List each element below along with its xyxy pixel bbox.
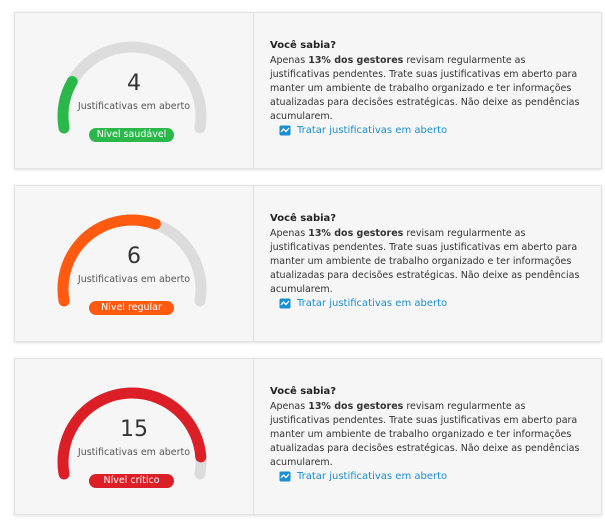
tip-title: Você sabia? bbox=[270, 386, 337, 397]
tip-bold: 13% dos gestores bbox=[308, 401, 404, 412]
level-badge: Nível crítico bbox=[89, 474, 174, 488]
gauge bbox=[57, 387, 207, 480]
tip-text: Apenas 13% dos gestores revisam regularm… bbox=[270, 54, 585, 124]
tip-prefix: Apenas bbox=[270, 401, 306, 412]
action-link[interactable]: Tratar justificativas em aberto bbox=[279, 125, 447, 136]
gauge-fill bbox=[57, 41, 207, 134]
divider bbox=[253, 359, 254, 514]
gauge-fill bbox=[57, 214, 207, 307]
tip-prefix: Apenas bbox=[270, 55, 306, 66]
count-caption: Justificativas em aberto bbox=[77, 274, 191, 285]
tip-rest: revisam regularmente as justificativas p… bbox=[270, 228, 580, 295]
tip-text: Apenas 13% dos gestores revisam regularm… bbox=[270, 227, 585, 297]
gauge bbox=[57, 41, 207, 134]
card: 4 Justificativas em aberto Nível saudáve… bbox=[14, 12, 602, 169]
tip-title: Você sabia? bbox=[270, 40, 337, 51]
gauge-fill bbox=[57, 387, 207, 480]
count-caption: Justificativas em aberto bbox=[77, 101, 191, 112]
count: 15 bbox=[120, 417, 148, 442]
action-link[interactable]: Tratar justificativas em aberto bbox=[279, 298, 447, 309]
link-icon bbox=[279, 298, 291, 309]
count: 4 bbox=[127, 71, 141, 96]
tip-bold: 13% dos gestores bbox=[308, 228, 404, 239]
tip-rest: revisam regularmente as justificativas p… bbox=[270, 55, 580, 122]
tip-prefix: Apenas bbox=[270, 228, 306, 239]
divider bbox=[253, 186, 254, 341]
tip-rest: revisam regularmente as justificativas p… bbox=[270, 401, 580, 468]
tip-text: Apenas 13% dos gestores revisam regularm… bbox=[270, 400, 585, 470]
link-text[interactable]: Tratar justificativas em aberto bbox=[297, 298, 448, 309]
level-badge: Nível saudável bbox=[89, 128, 174, 142]
link-icon bbox=[279, 471, 291, 482]
card: 15 Justificativas em aberto Nível crític… bbox=[14, 358, 602, 515]
tip-bold: 13% dos gestores bbox=[308, 55, 404, 66]
tip-title: Você sabia? bbox=[270, 213, 337, 224]
card: 6 Justificativas em aberto Nível regular… bbox=[14, 185, 602, 342]
gauge bbox=[57, 214, 207, 307]
action-link[interactable]: Tratar justificativas em aberto bbox=[279, 471, 447, 482]
count-caption: Justificativas em aberto bbox=[77, 447, 191, 458]
link-text[interactable]: Tratar justificativas em aberto bbox=[297, 125, 448, 136]
link-text[interactable]: Tratar justificativas em aberto bbox=[297, 471, 448, 482]
level-badge: Nível regular bbox=[89, 301, 174, 315]
count: 6 bbox=[127, 244, 141, 269]
divider bbox=[253, 13, 254, 168]
link-icon bbox=[279, 125, 291, 136]
